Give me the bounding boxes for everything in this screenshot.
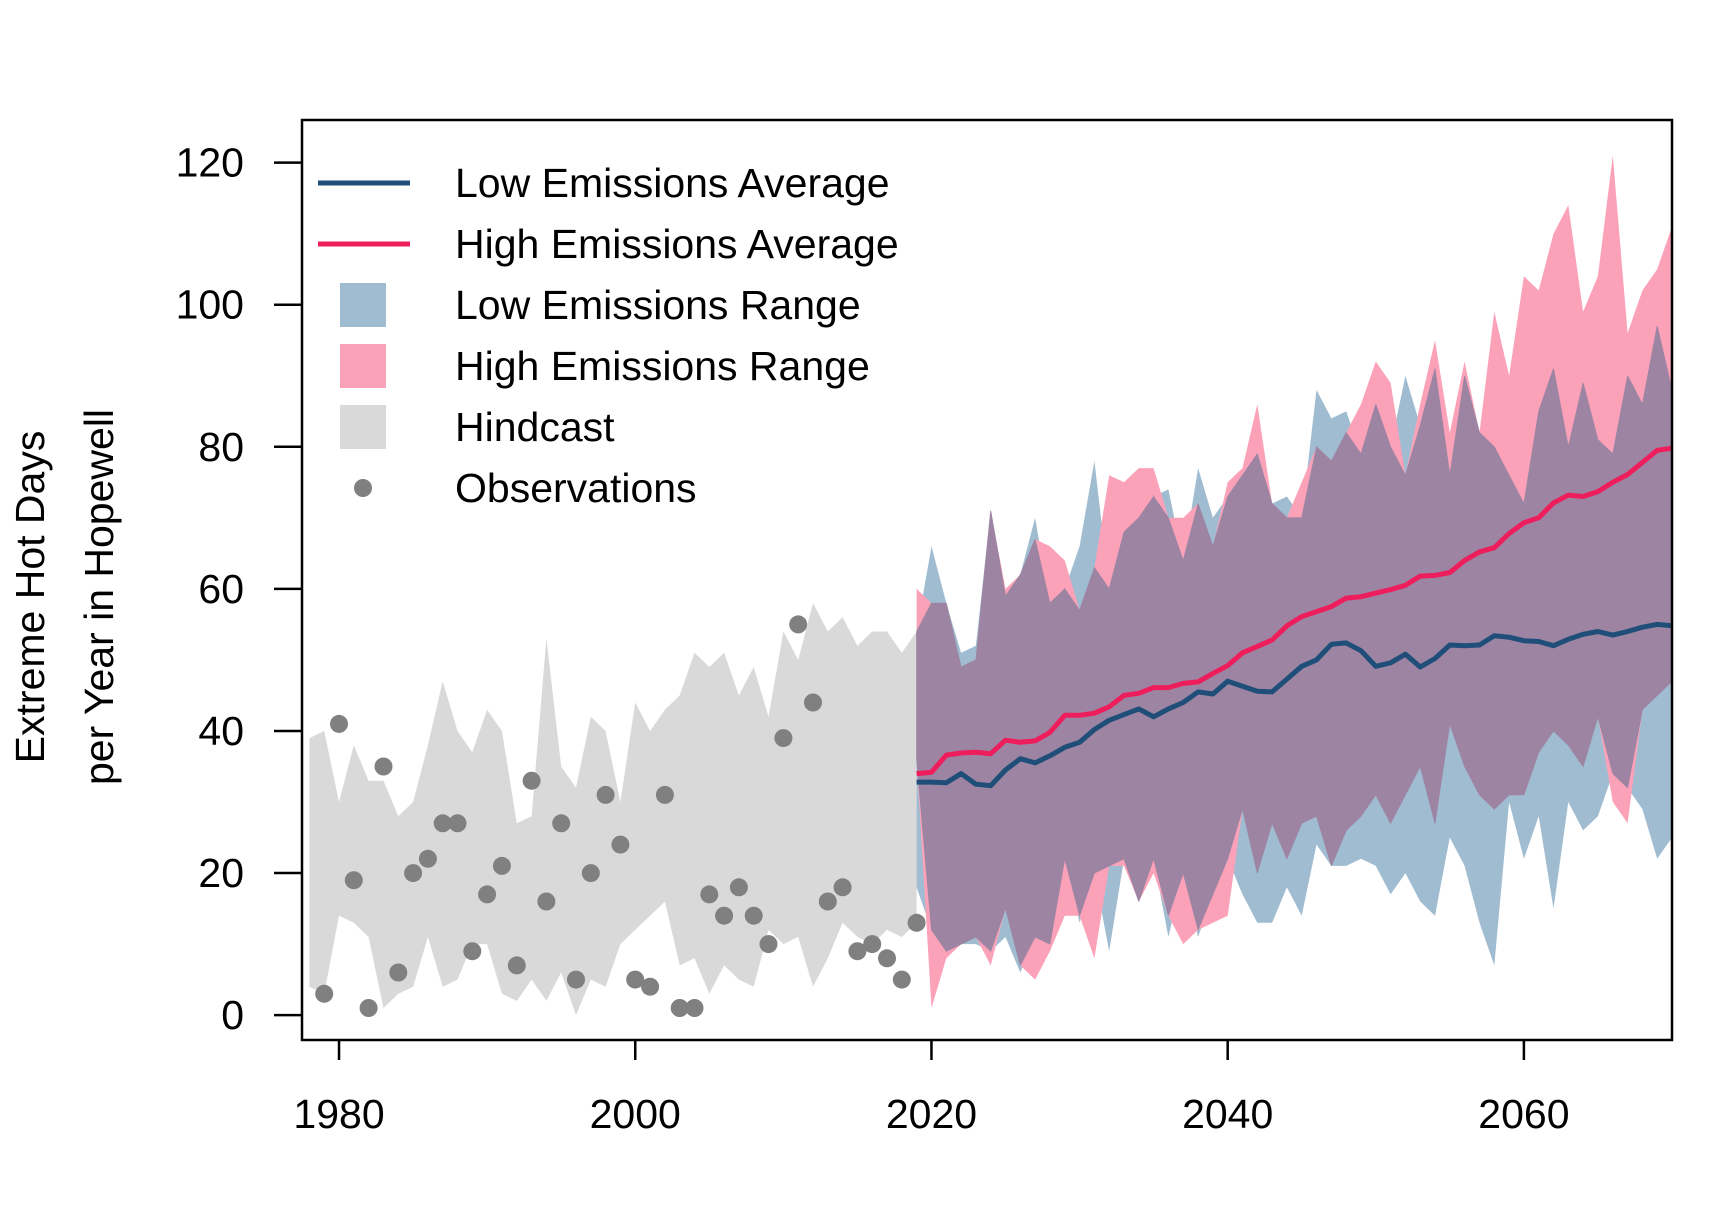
- observation-point: [389, 963, 408, 982]
- x-tick-label: 2020: [886, 1091, 977, 1137]
- legend-label: Low Emissions Average: [455, 160, 890, 206]
- observation-point: [596, 785, 615, 804]
- y-tick-label: 20: [198, 850, 244, 896]
- observation-point: [863, 935, 882, 954]
- legend-swatch-box: [340, 405, 386, 449]
- observation-point: [492, 856, 511, 875]
- y-tick-label: 100: [176, 282, 244, 328]
- observation-point: [700, 885, 719, 904]
- observation-point: [641, 977, 660, 996]
- y-tick-label: 120: [176, 140, 244, 186]
- legend-item-low_avg: Low Emissions Average: [318, 160, 890, 206]
- x-tick-label: 1980: [293, 1091, 384, 1137]
- legend-label: Hindcast: [455, 404, 615, 450]
- lines-layer: [916, 445, 1672, 789]
- observation-point: [759, 935, 778, 954]
- observation-point: [537, 892, 556, 911]
- hindcast-band: [309, 603, 917, 1016]
- observation-point: [478, 885, 497, 904]
- legend-item-high_avg: High Emissions Average: [318, 221, 899, 267]
- observation-point: [507, 956, 526, 975]
- high-emissions-average-line: [916, 445, 1672, 777]
- points-layer: [315, 615, 926, 1017]
- range-overlap-band: [916, 325, 1672, 966]
- y-axis: 0 20 40 60 80 100 120: [176, 140, 302, 1038]
- legend-item-observations: Observations: [354, 465, 697, 511]
- observation-point: [818, 892, 837, 911]
- observation-point: [892, 970, 911, 989]
- observation-point: [522, 771, 541, 790]
- observation-point: [404, 864, 423, 883]
- legend-swatch-box: [340, 283, 386, 327]
- y-axis-title-line-2: per Year in Hopewell: [76, 409, 122, 785]
- legend-label: Low Emissions Range: [455, 282, 861, 328]
- observation-point: [567, 970, 585, 989]
- legend: Low Emissions Average High Emissions Aver…: [318, 160, 899, 511]
- low-emissions-average-line: [916, 621, 1672, 789]
- bands-layer: [309, 155, 1672, 1016]
- observation-point: [552, 814, 571, 833]
- observation-point: [433, 814, 452, 833]
- y-axis-title-line-1: Extreme Hot Days: [7, 431, 53, 764]
- observation-point: [878, 949, 896, 968]
- observation-point: [581, 864, 600, 883]
- legend-item-hindcast: Hindcast: [340, 404, 615, 450]
- x-tick-label: 2040: [1182, 1091, 1273, 1137]
- legend-swatch-point: [354, 479, 372, 497]
- observation-point: [744, 906, 763, 925]
- observation-point: [315, 984, 334, 1003]
- observation-point: [670, 999, 689, 1017]
- x-axis: 1980 2000 2020 2040 2060: [293, 1040, 1570, 1137]
- observation-point: [655, 785, 674, 804]
- legend-swatch-box: [340, 344, 386, 388]
- legend-label: High Emissions Average: [455, 221, 899, 267]
- observation-point: [848, 942, 867, 961]
- y-tick-label: 0: [221, 992, 244, 1038]
- observation-point: [330, 714, 348, 733]
- observation-point: [804, 693, 822, 712]
- observation-point: [418, 849, 437, 868]
- legend-label: Observations: [455, 465, 697, 511]
- observation-point: [374, 757, 393, 776]
- y-tick-label: 40: [198, 708, 244, 754]
- observation-point: [774, 729, 793, 748]
- observation-point: [729, 878, 748, 897]
- observation-point: [789, 615, 808, 634]
- legend-label: High Emissions Range: [455, 343, 870, 389]
- observation-point: [448, 814, 467, 833]
- observation-point: [833, 878, 852, 897]
- observation-point: [359, 999, 378, 1017]
- observation-point: [344, 871, 363, 890]
- x-tick-label: 2000: [590, 1091, 681, 1137]
- observation-point: [611, 835, 630, 854]
- observation-point: [907, 913, 926, 932]
- observation-point: [685, 999, 704, 1017]
- x-tick-label: 2060: [1478, 1091, 1569, 1137]
- observation-point: [463, 942, 482, 961]
- y-axis-title: Extreme Hot Days per Year in Hopewell: [7, 409, 122, 785]
- observation-point: [715, 906, 734, 925]
- plot-frame: [300, 118, 1674, 1042]
- observation-point: [626, 970, 645, 989]
- legend-item-low_range: Low Emissions Range: [340, 282, 861, 328]
- y-tick-label: 80: [198, 424, 244, 470]
- legend-item-high_range: High Emissions Range: [340, 343, 870, 389]
- y-tick-label: 60: [198, 566, 244, 612]
